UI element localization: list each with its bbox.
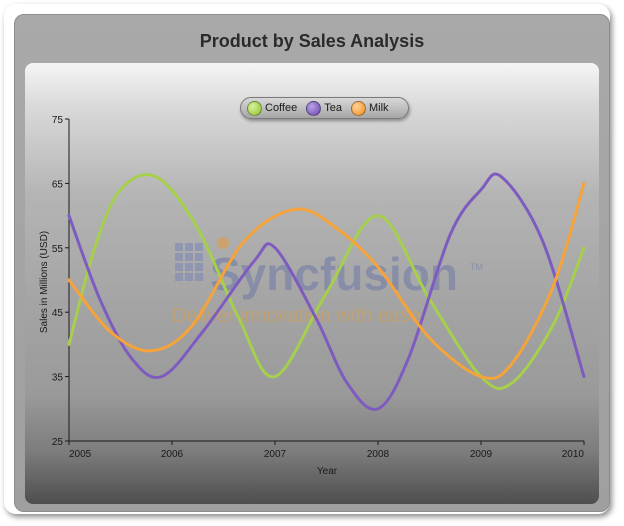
- y-tick-label: 65: [52, 179, 64, 190]
- y-tick-label: 55: [52, 244, 64, 255]
- chart-title: Product by Sales Analysis: [199, 31, 425, 51]
- x-tick-label: 2007: [264, 449, 287, 460]
- watermark-tm: TM: [470, 262, 483, 272]
- legend-item-tea[interactable]: Tea: [306, 100, 342, 116]
- x-tick-label: 2009: [470, 449, 493, 460]
- legend: Coffee Tea Milk: [240, 97, 409, 119]
- series-line-tea[interactable]: [67, 172, 586, 412]
- x-tick-label: 2008: [367, 449, 390, 460]
- legend-label-tea: Tea: [324, 102, 342, 114]
- legend-label-coffee: Coffee: [265, 102, 298, 114]
- legend-label-milk: Milk: [368, 102, 389, 114]
- series-line-coffee[interactable]: [67, 173, 586, 390]
- y-axis-title: Sales in Millions (USD): [39, 231, 50, 333]
- legend-marker-coffee: [247, 100, 262, 116]
- x-ticks: 2005 2006 2007 2008 2009 2010: [68, 441, 585, 460]
- y-tick-label: 35: [52, 373, 64, 384]
- y-tick-label: 25: [52, 437, 64, 448]
- chart-frame: Product by Sales Analysis Coffee Tea Mil…: [4, 4, 610, 514]
- x-tick-label: 2005: [69, 449, 92, 460]
- series-layer: [67, 172, 586, 412]
- legend-item-milk[interactable]: Milk: [350, 100, 389, 116]
- legend-item-coffee[interactable]: Coffee: [247, 100, 298, 116]
- x-tick-label: 2006: [161, 449, 184, 460]
- y-ticks: 25 35 45 55 65 75: [52, 115, 69, 448]
- legend-marker-tea: [306, 100, 322, 116]
- watermark-brand: Syncfusion: [210, 248, 458, 300]
- chart-area: Coffee Tea Milk: [25, 63, 599, 504]
- y-tick-label: 45: [52, 308, 64, 319]
- series-line-milk[interactable]: [67, 181, 586, 381]
- x-axis-title: Year: [317, 466, 338, 477]
- x-tick-label: 2010: [562, 449, 585, 460]
- chart-panel: Product by Sales Analysis Coffee Tea Mil…: [14, 14, 610, 512]
- legend-marker-milk: [350, 100, 366, 116]
- watermark-logo-icon: [175, 237, 229, 281]
- y-tick-label: 75: [52, 115, 64, 126]
